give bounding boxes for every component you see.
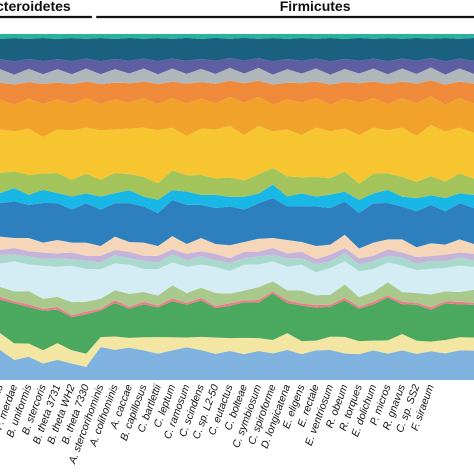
area-series-14 xyxy=(0,96,474,138)
area-series-18 xyxy=(0,37,474,62)
group-headers: cteroidetes Firmicutes xyxy=(0,0,474,19)
area-series-19 xyxy=(0,34,474,40)
group-label-1: cteroidetes xyxy=(0,0,71,14)
area-series-2 xyxy=(0,333,474,367)
area-series-15 xyxy=(0,80,474,105)
area-series-8 xyxy=(0,247,474,265)
area-series-7 xyxy=(0,252,474,273)
area-series-17 xyxy=(0,57,474,75)
group-label-2: Firmicutes xyxy=(280,0,351,14)
plot-areas xyxy=(0,34,474,380)
area-series-16 xyxy=(0,67,474,85)
area-series-9 xyxy=(0,234,474,260)
area-series-3 xyxy=(0,293,474,354)
area-series-12 xyxy=(0,168,474,200)
area-series-10 xyxy=(0,198,474,249)
area-series-5 xyxy=(0,281,474,316)
area-series-11 xyxy=(0,184,474,213)
area-series-6 xyxy=(0,261,474,303)
area-series-13 xyxy=(0,125,474,184)
area-series-1 xyxy=(0,346,474,380)
